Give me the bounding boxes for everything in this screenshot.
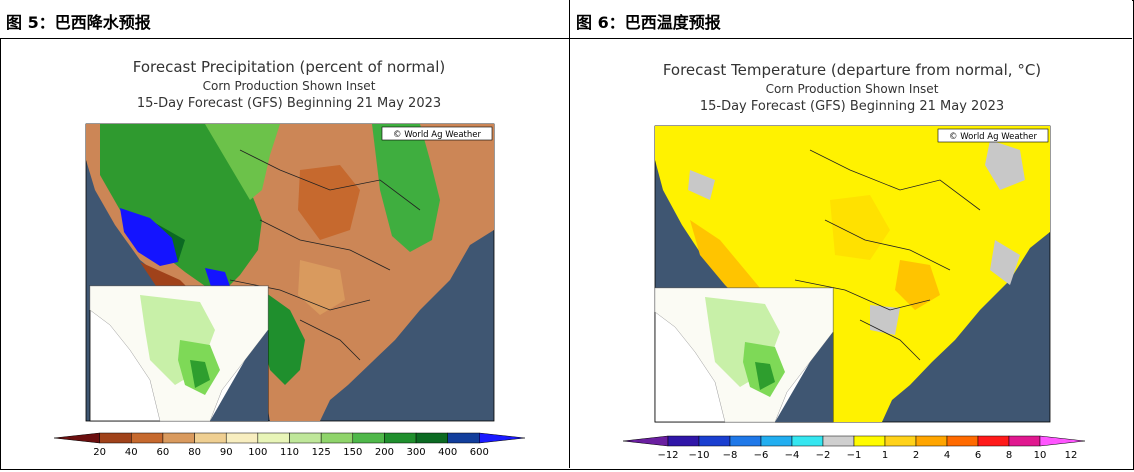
neutral-zone-3 (870, 305, 900, 335)
legend-swatch (667, 435, 700, 447)
state-borders (229, 149, 421, 361)
legend-tick-label: 300 (407, 447, 426, 458)
legend-swatch (946, 435, 979, 447)
legend-tick-label: 60 (157, 447, 170, 458)
neutral-zone-4 (990, 240, 1020, 285)
legend-swatch (791, 435, 824, 447)
legend-swatch (162, 432, 195, 444)
legend-swatch (289, 432, 322, 444)
legend-tick-label: −8 (723, 450, 738, 461)
corn-production-inset (89, 285, 269, 422)
credit-box (937, 128, 1049, 143)
legend-swatch (760, 435, 793, 447)
precipitation-legend: 20 40 60 80 90 100 110 125 150 200 300 400 600 (53, 432, 526, 458)
legend-swatch (53, 432, 100, 444)
figure-5-header: 图 5：巴西降水预报 (0, 0, 569, 39)
legend-swatch (884, 435, 917, 447)
legend-swatch (320, 432, 354, 444)
chart-title: Forecast Temperature (departure from nor… (663, 61, 1041, 79)
warm-zone-center (830, 195, 890, 260)
precipitation-map: © World Ag Weather (85, 123, 495, 422)
temperature-legend: −12 −10 −8 −6 −4 −2 −1 1 2 4 6 8 10 12 (622, 435, 1086, 461)
legend-tick-label: 10 (1034, 450, 1047, 461)
legend-tick-label: 12 (1065, 450, 1078, 461)
legend-tick-label: −1 (847, 450, 862, 461)
legend-swatch (99, 432, 132, 444)
credit-label: © World Ag Weather (393, 130, 481, 140)
legend-tick-label: 2 (913, 450, 919, 461)
corn-production-inset (654, 287, 834, 423)
legend-swatch (622, 435, 669, 447)
inset-crop-dense (190, 360, 210, 388)
warmer-zone-east (895, 260, 940, 310)
chart-subtitle-1: Corn Production Shown Inset (766, 82, 939, 96)
legend-tick-label: −4 (785, 450, 800, 461)
land-area (655, 126, 1050, 422)
chart-subtitle-2: 15-Day Forecast (GFS) Beginning 21 May 2… (700, 99, 1004, 114)
legend-swatch (352, 432, 385, 444)
chart-subtitle-2: 15-Day Forecast (GFS) Beginning 21 May 2… (137, 96, 441, 111)
chart-title: Forecast Precipitation (percent of norma… (133, 58, 445, 76)
legend-swatch (384, 432, 417, 444)
legend-swatch (415, 432, 448, 444)
legend-tick-label: 90 (220, 447, 233, 458)
credit-box (381, 126, 493, 141)
legend-tick-label: 4 (944, 450, 950, 461)
legend-tick-label: 8 (1006, 450, 1012, 461)
temperature-chart: Forecast Temperature (departure from nor… (622, 61, 1086, 461)
legend-swatch (853, 435, 886, 447)
legend-tick-label: −6 (754, 450, 769, 461)
legend-swatch (479, 432, 526, 444)
state-borders (794, 149, 981, 361)
wet-zone-north (205, 124, 280, 200)
legend-swatch (447, 432, 480, 444)
temperature-map: © World Ag Weather (654, 125, 1051, 423)
legend-swatch (225, 432, 259, 444)
very-wet-zone (120, 208, 178, 266)
legend-tick-label: 150 (343, 447, 362, 458)
legend-tick-label: 110 (280, 447, 299, 458)
wet-zone-northeast (372, 124, 440, 252)
legend-tick-label: 400 (438, 447, 457, 458)
legend-swatch (1039, 435, 1086, 447)
legend-tick-label: 600 (470, 447, 489, 458)
legend-tick-label: −2 (816, 450, 831, 461)
precipitation-panel: Forecast Precipitation (percent of norma… (0, 40, 569, 468)
credit-label: © World Ag Weather (949, 132, 1037, 142)
figure-6-header: 图 6：巴西温度预报 (570, 0, 1132, 39)
legend-swatch (729, 435, 762, 447)
legend-swatch (194, 432, 227, 444)
legend-swatch (822, 435, 855, 447)
legend-swatch (698, 435, 731, 447)
chart-subtitle-1: Corn Production Shown Inset (203, 79, 376, 93)
legend-tick-label: 100 (248, 447, 267, 458)
legend-tick-label: 1 (882, 450, 888, 461)
legend-tick-label: 20 (93, 447, 106, 458)
column-divider (569, 0, 570, 468)
legend-tick-label: 6 (975, 450, 981, 461)
legend-swatch (131, 432, 164, 444)
legend-swatch (1008, 435, 1041, 447)
neutral-zone-1 (688, 170, 715, 200)
legend-swatch (977, 435, 1010, 447)
wet-zone-west (100, 124, 262, 290)
legend-tick-label: 200 (375, 447, 394, 458)
legend-tick-label: −12 (657, 450, 678, 461)
neutral-zone-2 (985, 140, 1025, 190)
dry-zone-east (298, 260, 345, 315)
legend-tick-label: 40 (125, 447, 138, 458)
temperature-panel: Forecast Temperature (departure from nor… (570, 40, 1132, 468)
legend-swatch (915, 435, 948, 447)
legend-swatch (257, 432, 290, 444)
inset-ocean (210, 330, 268, 421)
figure-6-title: 图 6：巴西温度预报 (576, 13, 721, 32)
legend-tick-label: 80 (188, 447, 201, 458)
figure-5-title: 图 5：巴西降水预报 (6, 13, 151, 32)
legend-tick-label: −10 (688, 450, 709, 461)
inset-crop-dense (755, 362, 775, 390)
precipitation-chart: Forecast Precipitation (percent of norma… (53, 58, 526, 458)
legend-tick-label: 125 (312, 447, 331, 458)
inset-ocean (775, 332, 833, 422)
wet-zone-south (262, 290, 305, 385)
